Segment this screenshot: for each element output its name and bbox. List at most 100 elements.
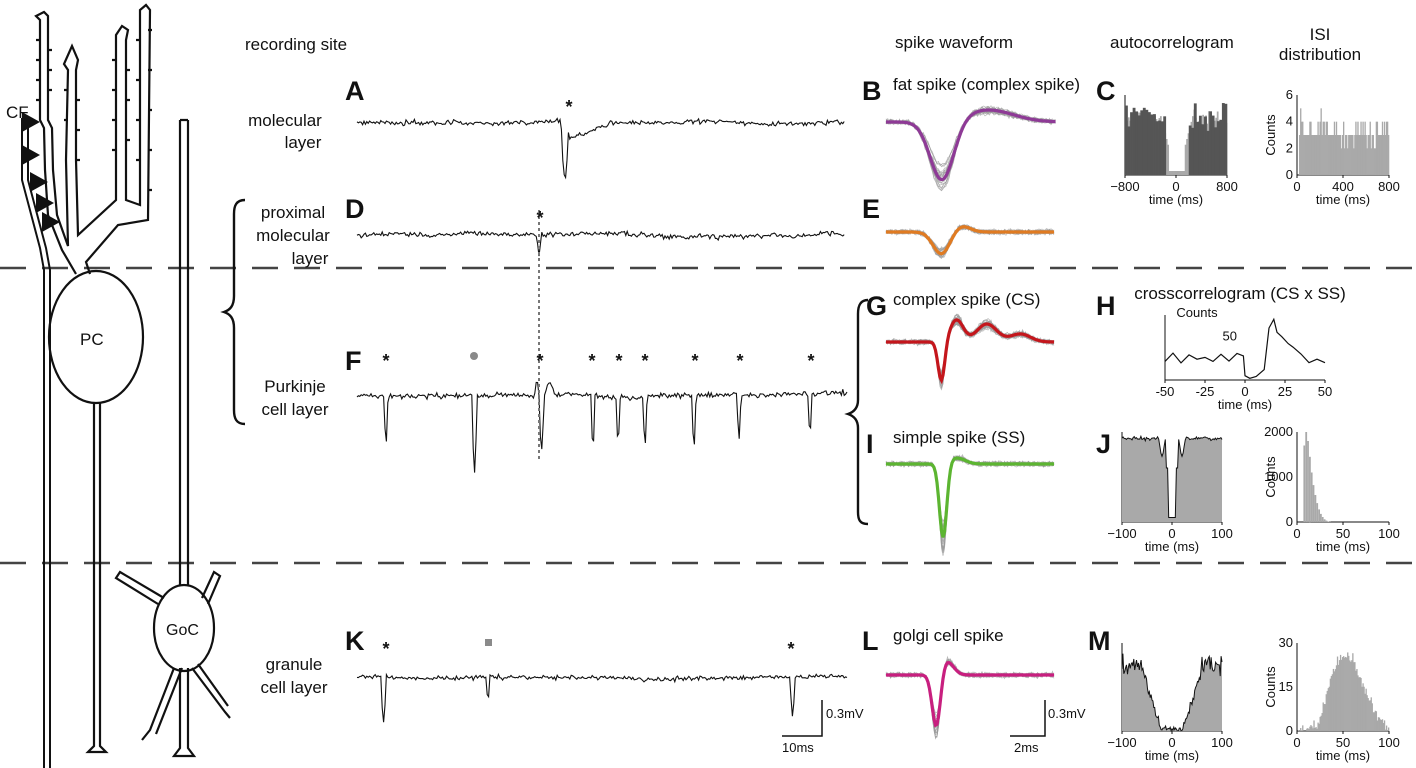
layer-granule-1: granule <box>266 655 323 674</box>
waveform-l-trial <box>885 658 1054 736</box>
plot-c-isi-bar <box>1380 135 1383 175</box>
marker-f-green-star-4: * <box>691 351 698 371</box>
plot-m-isi-bar <box>1308 729 1310 731</box>
plot-m-isi-bar <box>1336 656 1339 731</box>
plot-c-isi-bar <box>1372 135 1374 175</box>
plot-c-isi-bar <box>1386 121 1389 175</box>
trace-scalebar: 10ms 0.3mV <box>782 700 864 755</box>
plot-c-isi-bar <box>1340 148 1343 175</box>
plot-m-isi-bar <box>1328 686 1331 731</box>
plot-m-xtick: −100 <box>1107 735 1136 750</box>
header-autocorrelogram: autocorrelogram <box>1110 33 1234 52</box>
layer-molecular-1: molecular <box>248 111 322 130</box>
marker-k-star-2: * <box>787 639 794 659</box>
plot-m-isi-bar <box>1310 725 1312 731</box>
plot-j-isi-bar <box>1316 503 1319 522</box>
plot-c-isi-bar <box>1349 135 1351 175</box>
plot-m-isi-bar <box>1379 719 1382 731</box>
plot-c-isi-xtick: 400 <box>1332 179 1354 194</box>
goc-soma <box>152 583 216 673</box>
waveform-i-trial <box>885 456 1055 538</box>
plot-c-bar <box>1174 171 1177 175</box>
layer-granule-2: cell layer <box>260 678 327 697</box>
plot-c-isi-bar <box>1379 135 1382 175</box>
layer-purkinje-2: cell layer <box>261 400 328 419</box>
plot-m-isi-bar <box>1386 730 1389 731</box>
goc-label: GoC <box>166 622 199 639</box>
plot-c-isi-bar <box>1365 135 1367 175</box>
plot-c-isi-bar <box>1309 121 1311 175</box>
waveform-g-trial <box>885 321 1055 378</box>
waveform-g-trial <box>885 321 1055 373</box>
plot-c-isi-bar <box>1323 121 1325 175</box>
plot-j-xtick: −100 <box>1107 526 1136 541</box>
waveform-i-trial <box>885 457 1055 545</box>
pc-axon <box>85 400 109 754</box>
layer-proximal-3: layer <box>292 249 329 268</box>
waveform-l-trial <box>885 662 1055 720</box>
plot-c-isi-bar <box>1314 135 1316 175</box>
plot-j-isi-bar <box>1314 495 1317 522</box>
plot-c-isi-bar <box>1300 108 1302 175</box>
waveform-g-trial <box>885 316 1055 385</box>
plot-m-isi-xtick: 0 <box>1293 735 1300 750</box>
plot-c-isi-bar <box>1350 135 1352 175</box>
plot-c-isi-bar <box>1301 121 1303 175</box>
cf-synapses <box>22 112 60 232</box>
plot-c-isi-bar <box>1299 135 1301 175</box>
marker-k-star-1: * <box>382 639 389 659</box>
panel-letter-m: M <box>1088 626 1111 656</box>
plot-m-line <box>1121 653 1223 733</box>
plot-m-isi-bar <box>1353 662 1355 731</box>
waveform-i-trial <box>885 456 1055 530</box>
scalebar-wave-volt: 0.3mV <box>1048 706 1086 721</box>
plot-m-area <box>1122 653 1222 731</box>
panel-letter-l: L <box>862 626 879 656</box>
waveform-i <box>885 453 1055 556</box>
plot-c-dark-bar <box>1153 114 1156 175</box>
waveform-g-trial <box>885 321 1055 374</box>
plot-m-isi-bar <box>1380 719 1383 731</box>
panel-letter-d: D <box>345 194 365 224</box>
waveform-l-trial <box>885 660 1055 730</box>
plot-m-isi-bar <box>1326 690 1328 731</box>
waveform-g-trial <box>885 315 1055 386</box>
header-isi-1: ISI <box>1310 25 1331 44</box>
plot-m-isi-bar <box>1341 657 1344 731</box>
plot-j-isi-bar <box>1318 509 1320 522</box>
plot-c-isi-ylabel: Counts <box>1263 114 1278 156</box>
plot-c-isi-bar <box>1360 121 1362 175</box>
plot-c-isi-ytick: 6 <box>1286 87 1293 102</box>
plot-c-dark-bar <box>1130 112 1133 175</box>
plot-c-isi-bar <box>1357 121 1359 175</box>
plot-c-isi-bar <box>1355 121 1357 175</box>
plot-m-isi-xtick: 100 <box>1378 735 1400 750</box>
plot-c-isi-bar <box>1304 135 1306 175</box>
plot-m-isi-bar <box>1348 655 1350 731</box>
layer-proximal-1: proximal <box>261 203 325 222</box>
plot-c-isi-bar <box>1328 135 1331 175</box>
plot-m-isi-bar <box>1312 728 1314 731</box>
waveform-g-trial <box>885 317 1055 384</box>
plot-c-dark-bar <box>1214 127 1218 175</box>
waveform-i-trial <box>885 456 1054 550</box>
waveform-g-trial <box>885 319 1055 381</box>
plot-m-isi-bar <box>1322 702 1324 731</box>
plot-c-isi-bar <box>1370 148 1372 175</box>
plot-j: −100 0 100 time (ms) <box>1107 432 1233 554</box>
plot-m-isi-bar <box>1362 683 1364 731</box>
plot-m-isi-bar <box>1369 700 1371 731</box>
plot-m-isi-bar <box>1347 652 1349 731</box>
plot-j-isi-bar <box>1312 485 1315 522</box>
marker-f-red-star: * <box>536 351 543 371</box>
plot-m-isi-bar <box>1361 686 1363 731</box>
plot-c-isi-bar <box>1311 135 1313 175</box>
plot-c-bar <box>1187 133 1190 175</box>
waveform-g-trial <box>885 314 1055 389</box>
plot-c-dark-bar <box>1135 111 1139 175</box>
plot-m-isi-bar <box>1382 722 1385 731</box>
plot-m-isi-ytick: 15 <box>1279 679 1293 694</box>
plot-c-isi-bar <box>1369 121 1371 175</box>
plot-c-dark-bar <box>1209 111 1212 175</box>
